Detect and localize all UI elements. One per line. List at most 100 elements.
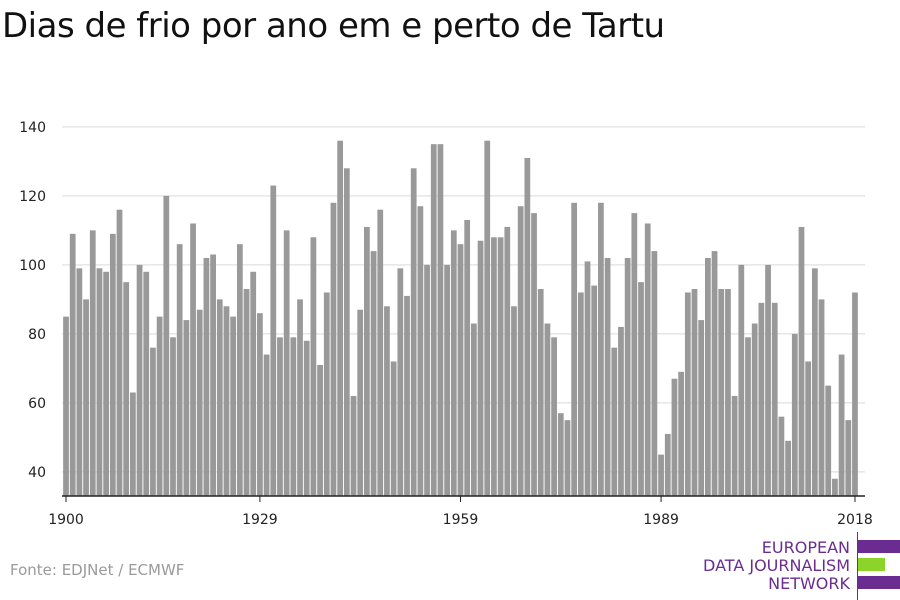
bar-1905: [96, 268, 103, 496]
bar-1981: [604, 257, 611, 496]
bar-1955: [430, 144, 437, 496]
bar-1985: [631, 213, 638, 496]
logo-bar-purple-top: [858, 540, 900, 553]
bar-1966: [504, 226, 511, 496]
bar-1936: [303, 340, 310, 496]
bar-1922: [210, 254, 216, 496]
bar-1958: [450, 230, 457, 496]
bar-1992: [678, 371, 685, 496]
bar-1964: [491, 237, 497, 496]
y-axis-ticks: 40 60 80 100 120 140: [19, 120, 46, 481]
bar-1937: [310, 237, 317, 496]
y-tick-label: 60: [28, 396, 46, 412]
bar-1927: [243, 289, 250, 496]
x-axis-ticks: 1900 1929 1959 1989 2018: [48, 496, 873, 528]
x-tick-label: 2018: [837, 512, 873, 528]
bar-1913: [150, 347, 156, 496]
bar-1996: [705, 257, 711, 496]
bar-1909: [123, 282, 130, 496]
x-tick-label: 1989: [643, 512, 679, 528]
bar-2009: [791, 333, 798, 496]
bar-2005: [765, 264, 771, 496]
bar-1993: [684, 292, 691, 496]
bar-1907: [109, 233, 116, 496]
bar-1914: [156, 316, 163, 496]
bar-1957: [444, 264, 450, 496]
bar-1938: [317, 364, 323, 496]
bar-1946: [370, 251, 377, 496]
bar-1965: [497, 237, 504, 496]
logo-bar-purple-bottom: [858, 576, 900, 589]
bar-1900: [63, 316, 69, 496]
bar-1906: [103, 271, 110, 496]
bar-1973: [551, 337, 557, 496]
bar-1928: [250, 271, 257, 496]
bar-1953: [417, 206, 424, 496]
bar-1926: [236, 244, 243, 496]
bar-2004: [758, 302, 765, 496]
bar-1916: [170, 337, 176, 496]
x-tick-label: 1929: [242, 512, 278, 528]
bar-1951: [404, 295, 410, 496]
bar-1924: [223, 306, 230, 496]
bar-1991: [671, 378, 678, 496]
bar-1977: [577, 292, 584, 496]
bar-1903: [83, 299, 89, 496]
bar-2010: [798, 226, 805, 496]
bar-1990: [664, 433, 671, 496]
bar-1982: [611, 347, 618, 496]
logo-line-2: DATA JOURNALISM: [703, 556, 850, 575]
bar-1962: [477, 240, 484, 496]
bar-1968: [517, 206, 524, 496]
bar-1942: [343, 168, 350, 496]
bar-1950: [397, 268, 404, 496]
bar-2007: [778, 416, 785, 496]
bar-1948: [384, 306, 390, 496]
bar-1947: [377, 209, 384, 496]
bars: [63, 140, 858, 497]
bar-1939: [323, 292, 330, 496]
bar-1944: [357, 309, 364, 496]
bar-1935: [297, 299, 303, 496]
bar-1960: [464, 220, 471, 497]
logo-line-3: NETWORK: [768, 574, 850, 593]
logo-bar-green: [858, 558, 885, 571]
bar-1975: [564, 420, 571, 496]
bar-1987: [644, 223, 651, 496]
bar-2003: [751, 323, 758, 496]
bar-1908: [116, 209, 123, 496]
bar-1918: [183, 320, 190, 496]
bar-2017: [845, 420, 852, 496]
bar-2008: [785, 440, 791, 496]
bar-1941: [337, 140, 344, 496]
bar-1974: [557, 413, 564, 496]
bar-1952: [410, 168, 417, 496]
bar-1979: [591, 285, 598, 496]
bar-1915: [163, 195, 170, 497]
bar-1986: [638, 282, 644, 496]
bar-1945: [364, 226, 370, 496]
bar-1931: [270, 185, 277, 496]
bar-2006: [771, 302, 778, 496]
bar-2012: [811, 268, 818, 496]
bar-1911: [136, 264, 143, 496]
bar-1988: [651, 251, 658, 496]
x-tick-label: 1959: [443, 512, 479, 528]
bar-2000: [731, 395, 738, 496]
bar-1933: [283, 230, 290, 496]
bar-2013: [818, 299, 825, 496]
bar-1999: [725, 289, 731, 496]
bar-1961: [470, 323, 477, 496]
bar-1970: [531, 213, 537, 496]
y-tick-label: 120: [19, 189, 46, 205]
bar-1940: [330, 202, 337, 496]
bar-1949: [390, 361, 397, 496]
bar-1923: [216, 299, 223, 496]
y-tick-label: 140: [19, 120, 46, 136]
bar-1934: [290, 337, 297, 496]
bar-1912: [143, 271, 150, 496]
bar-2014: [825, 385, 832, 496]
bar-1967: [511, 306, 517, 496]
bar-1972: [544, 323, 551, 496]
